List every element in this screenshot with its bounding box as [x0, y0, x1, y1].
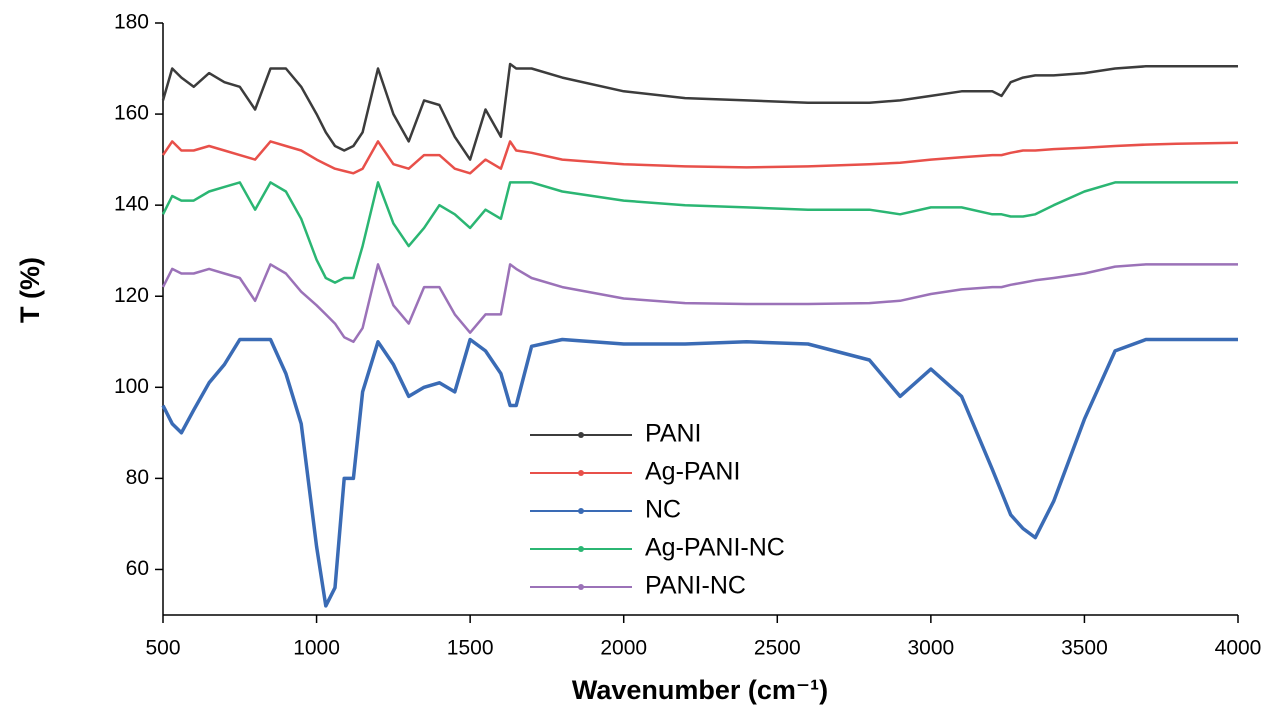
legend-label: Ag-PANI-NC [645, 534, 785, 562]
x-tick-label: 1000 [293, 637, 340, 660]
x-tick-label: 3500 [1061, 637, 1108, 660]
x-tick-label: 3000 [907, 637, 954, 660]
y-tick-label: 160 [114, 102, 149, 125]
legend-label: PANI-NC [645, 572, 746, 600]
y-axis-title: T (%) [15, 257, 45, 323]
y-tick-label: 100 [114, 375, 149, 398]
y-tick-label: 80 [126, 466, 149, 489]
legend-label: PANI [645, 420, 702, 448]
series-line [161, 337, 1238, 608]
legend-marker [578, 432, 584, 438]
series-line [161, 263, 1238, 344]
legend-marker [578, 546, 584, 552]
legend-label: NC [645, 496, 681, 524]
x-tick-label: 1500 [447, 637, 494, 660]
x-tick-label: 2500 [754, 637, 801, 660]
legend-label: Ag-PANI [645, 458, 740, 486]
y-tick-label: 140 [114, 193, 149, 216]
y-tick-label: 180 [114, 11, 149, 34]
series-line [161, 140, 1239, 175]
x-axis-title: Wavenumber (cm⁻¹) [572, 675, 828, 705]
x-tick-label: 500 [145, 637, 180, 660]
legend-marker [578, 584, 584, 590]
legend-marker [578, 508, 584, 514]
x-tick-label: 2000 [600, 637, 647, 660]
y-tick-label: 120 [114, 284, 149, 307]
x-tick-label: 4000 [1215, 637, 1262, 660]
series-line [161, 62, 1238, 161]
y-tick-label: 60 [126, 557, 149, 580]
legend-marker [578, 470, 584, 476]
series-line [161, 181, 1238, 284]
